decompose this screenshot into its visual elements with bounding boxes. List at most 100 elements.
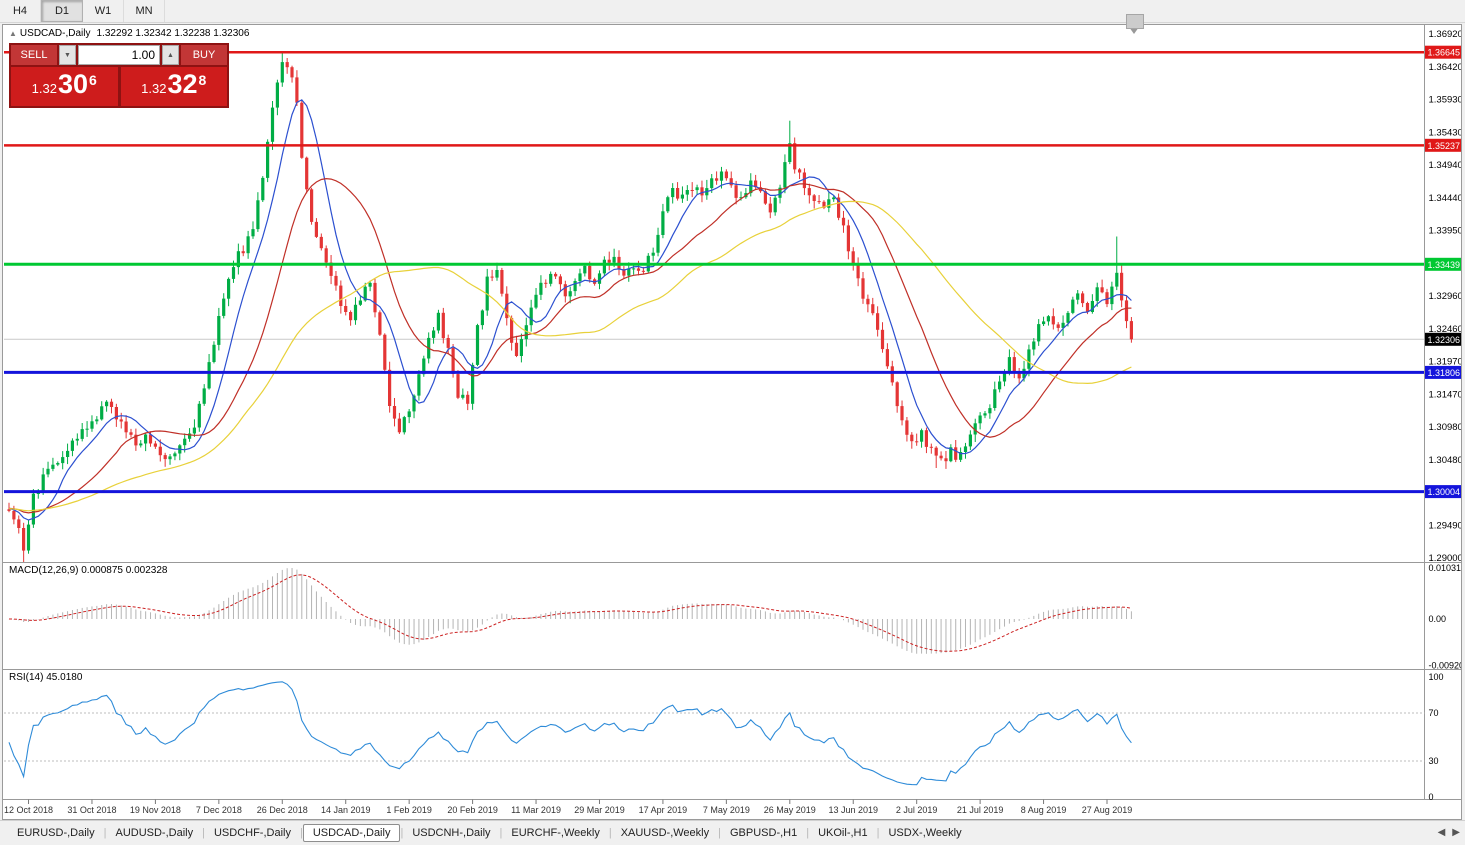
macd-axis-label: -0.0092030 — [1429, 661, 1462, 671]
rsi-axis-label: 30 — [1429, 756, 1439, 766]
volume-input[interactable] — [78, 45, 160, 65]
current-price-tag — [1425, 332, 1461, 346]
tab-eurchf-weekly[interactable]: EURCHF-,Weekly — [511, 827, 600, 839]
macd-histogram — [8, 568, 1132, 654]
macd-signal-line — [8, 574, 1132, 652]
date-axis-label: 8 Aug 2019 — [1021, 805, 1067, 815]
volume-decrease-button[interactable]: ▼ — [59, 45, 76, 65]
price-axis-tick: 1.32960 — [1429, 291, 1462, 302]
buy-price-base: 1.32 — [141, 81, 167, 96]
tab-usdcnh-daily[interactable]: USDCNH-,Daily — [412, 827, 491, 839]
date-axis-label: 17 Apr 2019 — [639, 805, 688, 815]
price-axis-tick: 1.31970 — [1429, 357, 1462, 368]
price-axis-tick: 1.36420 — [1429, 62, 1462, 73]
date-axis-label: 7 Dec 2018 — [196, 805, 242, 815]
tab-xauusd-weekly[interactable]: XAUUSD-,Weekly — [620, 827, 710, 839]
level-price-tag — [1425, 138, 1461, 152]
level-price-tag-label: 1.30004 — [1428, 487, 1461, 497]
level-price-tag-label: 1.31806 — [1428, 368, 1461, 378]
tab-separator: | — [806, 827, 810, 839]
price-axis-tick: 1.34440 — [1429, 193, 1462, 204]
tab-usdx-weekly[interactable]: USDX-,Weekly — [888, 827, 962, 839]
tab-scroll-buttons: ◀ ▶ — [1438, 827, 1460, 838]
buy-button[interactable]: BUY — [181, 45, 227, 65]
moving-average-45-line — [8, 200, 1132, 512]
sell-price-display[interactable]: 1.32 30 6 — [11, 67, 118, 106]
tab-separator: | — [103, 827, 107, 839]
level-price-tag-label: 1.36645 — [1428, 48, 1461, 58]
timeframe-mn-button[interactable]: MN — [124, 0, 165, 22]
tab-separator: | — [299, 827, 303, 839]
chart-hscroll-thumb[interactable] — [1126, 14, 1144, 29]
price-axis-tick: 1.30980 — [1429, 422, 1462, 433]
date-axis-label: 27 Aug 2019 — [1082, 805, 1133, 815]
date-axis-label: 12 Oct 2018 — [4, 805, 53, 815]
tab-ukoil-h1[interactable]: UKOil-,H1 — [818, 827, 868, 839]
price-axis-tick: 1.31470 — [1429, 390, 1462, 401]
macd-axis-label: 0.010311 — [1429, 563, 1462, 573]
moving-average-8-line — [8, 99, 1132, 521]
macd-axis-label: 0.00 — [1429, 614, 1447, 624]
current-price-tag-label: 1.32306 — [1428, 335, 1461, 345]
price-axis-tick: 1.36920 — [1429, 29, 1462, 40]
price-axis-tick: 1.35930 — [1429, 95, 1462, 106]
date-axis-label: 26 Dec 2018 — [257, 805, 308, 815]
buy-price-display[interactable]: 1.32 32 8 — [120, 67, 227, 106]
rsi-axis-label: 0 — [1429, 792, 1434, 802]
level-price-tag-label: 1.35237 — [1428, 141, 1461, 151]
level-price-tag-label: 1.33439 — [1428, 260, 1461, 270]
buy-price-pips: 32 — [167, 69, 198, 99]
sell-price-base: 1.32 — [31, 81, 57, 96]
tab-separator: | — [608, 827, 612, 839]
price-axis-tick: 1.33950 — [1429, 226, 1462, 237]
date-axis-label: 19 Nov 2018 — [130, 805, 181, 815]
timeframe-d1-button[interactable]: D1 — [41, 0, 83, 22]
sell-price-point: 6 — [89, 72, 97, 88]
date-axis-label: 29 Mar 2019 — [574, 805, 625, 815]
timeframe-toolbar: H4 D1 W1 MN — [0, 0, 1465, 23]
price-axis-tick: 1.30480 — [1429, 455, 1462, 466]
candlestick-series[interactable] — [7, 51, 1133, 563]
level-price-tag — [1425, 45, 1461, 59]
tab-scroll-right-button[interactable]: ▶ — [1452, 827, 1460, 838]
date-axis-label: 21 Jul 2019 — [957, 805, 1004, 815]
price-chart[interactable]: 1.36920 1.36420 1.35930 1.35430 1.34940 1.344… — [3, 25, 1461, 819]
buy-price-point: 8 — [198, 72, 207, 88]
timeframe-h4-button[interactable]: H4 — [0, 0, 41, 22]
tab-separator: | — [718, 827, 721, 839]
date-axis-label: 31 Oct 2018 — [67, 805, 116, 815]
price-axis-tick: 1.34940 — [1429, 160, 1462, 171]
tab-separator: | — [400, 827, 404, 839]
tab-separator: | — [202, 827, 205, 839]
level-price-tag — [1425, 365, 1461, 379]
level-price-tag — [1425, 485, 1461, 499]
date-axis-label: 26 May 2019 — [764, 805, 816, 815]
timeframe-w1-button[interactable]: W1 — [83, 0, 124, 22]
date-axis-label: 2 Jul 2019 — [896, 805, 938, 815]
tab-audusd-daily[interactable]: AUDUSD-,Daily — [115, 827, 194, 839]
rsi-line — [8, 681, 1132, 786]
sell-button[interactable]: SELL — [11, 45, 57, 65]
chart-window: 1.36920 1.36420 1.35930 1.35430 1.34940 1.344… — [2, 24, 1462, 820]
tab-gbpusd-h1[interactable]: GBPUSD-,H1 — [729, 827, 798, 839]
date-axis: 12 Oct 2018 31 Oct 2018 19 Nov 2018 7 Dec 2… — [4, 799, 1133, 815]
moving-average-20-line — [8, 177, 1132, 514]
price-axis-tick: 1.32460 — [1429, 324, 1462, 335]
date-axis-label: 7 May 2019 — [703, 805, 750, 815]
sell-price-pips: 30 — [57, 69, 89, 99]
date-axis-label: 13 Jun 2019 — [828, 805, 878, 815]
tab-eurusd-daily[interactable]: EURUSD-,Daily — [17, 827, 95, 839]
tab-usdcad-daily[interactable]: USDCAD-,Daily — [302, 824, 401, 842]
chart-tabs-bar: EURUSD-,Daily | AUDUSD-,Daily | USDCHF-,Dail… — [0, 820, 1465, 845]
tab-usdchf-daily[interactable]: USDCHF-,Daily — [213, 827, 291, 839]
rsi-axis-label: 100 — [1429, 672, 1444, 682]
rsi-axis-label: 70 — [1429, 708, 1439, 718]
tab-separator: | — [499, 827, 503, 839]
volume-increase-button[interactable]: ▲ — [162, 45, 179, 65]
tab-separator: | — [876, 827, 880, 839]
tab-scroll-left-button[interactable]: ◀ — [1437, 827, 1446, 838]
date-axis-label: 11 Mar 2019 — [511, 805, 561, 815]
date-axis-label: 1 Feb 2019 — [386, 805, 432, 815]
date-axis-label: 14 Jan 2019 — [321, 805, 371, 815]
